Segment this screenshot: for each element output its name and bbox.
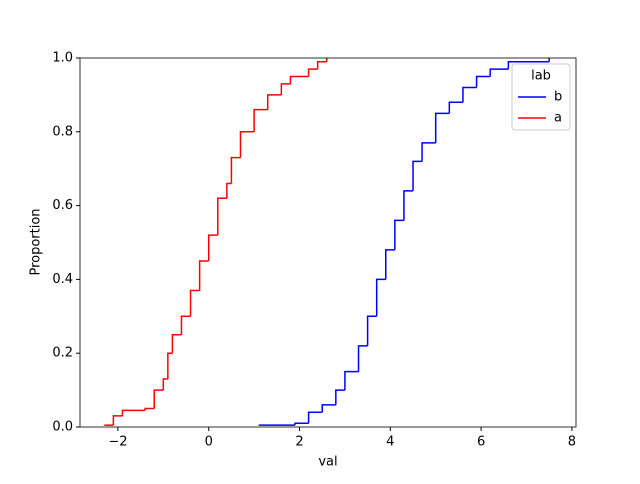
ecdf-step [475, 75, 491, 88]
ecdf-step [394, 219, 404, 250]
ecdf-step [321, 404, 336, 413]
ecdf-step [167, 352, 173, 380]
x-tick-label: 0 [205, 435, 213, 450]
ecdf-step [307, 68, 318, 77]
x-tick-label: 6 [477, 435, 485, 450]
ecdf-step [162, 378, 168, 391]
y-axis-label: Proportion [29, 208, 44, 275]
ecdf-step [226, 182, 232, 199]
y-tick-label: 0.8 [52, 124, 73, 139]
y-tick-label: 0.4 [52, 272, 73, 287]
ecdf-step [239, 131, 255, 158]
ecdf-step [217, 197, 227, 236]
ecdf-step [121, 409, 146, 416]
legend-title: lab [531, 69, 551, 84]
ecdf-step [403, 190, 414, 221]
ecdf-step [189, 289, 200, 317]
y-tick-label: 1.0 [52, 51, 73, 66]
ecdf-step [412, 160, 423, 191]
ecdf-step [180, 315, 191, 335]
x-axis-label: val [318, 455, 337, 470]
ecdf-step [448, 101, 463, 114]
ecdf-step [307, 411, 323, 424]
ecdf-step [230, 156, 241, 184]
ecdf-step [335, 389, 345, 405]
ecdf-step [316, 60, 327, 70]
x-tick-label: 8 [568, 435, 576, 450]
ecdf-step [253, 108, 268, 132]
ecdf-step [112, 415, 123, 426]
ecdf-step [489, 68, 509, 77]
legend-label: b [554, 90, 562, 105]
ecdf-step [280, 83, 291, 95]
ecdf-step [366, 315, 377, 346]
x-tick-label: 4 [386, 435, 394, 450]
ecdf-step [357, 345, 368, 372]
ecdf-step [434, 112, 450, 143]
ecdf-step [507, 60, 550, 70]
ecdf-step [144, 407, 155, 411]
ecdf-step [266, 94, 282, 110]
y-tick-label: 0.0 [52, 420, 73, 435]
legend-label: a [554, 111, 562, 126]
y-tick-label: 0.6 [52, 198, 73, 213]
y-tick-label: 0.2 [52, 346, 73, 361]
ecdf-step [344, 370, 359, 391]
ecdf-step [153, 389, 164, 409]
ecdf-step [294, 422, 309, 426]
ecdf-step [462, 86, 477, 103]
x-tick-label: −2 [108, 435, 127, 450]
ecdf-step [421, 142, 436, 162]
ecdf-step [207, 234, 218, 261]
ecdf-step [289, 75, 309, 84]
ecdf-step [171, 334, 182, 354]
ecdf-step [385, 249, 395, 280]
ecdf-step [375, 278, 386, 317]
x-tick-label: 2 [295, 435, 303, 450]
plot-frame [79, 57, 577, 428]
ecdf-step [198, 260, 209, 291]
